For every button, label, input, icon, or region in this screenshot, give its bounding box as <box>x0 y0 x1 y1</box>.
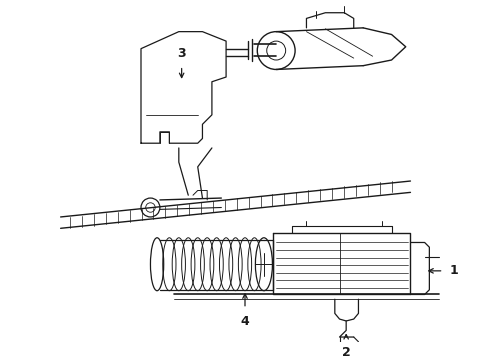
Text: 1: 1 <box>449 264 458 277</box>
Text: 2: 2 <box>342 346 350 360</box>
Text: 3: 3 <box>177 47 186 60</box>
Text: 4: 4 <box>241 315 249 328</box>
